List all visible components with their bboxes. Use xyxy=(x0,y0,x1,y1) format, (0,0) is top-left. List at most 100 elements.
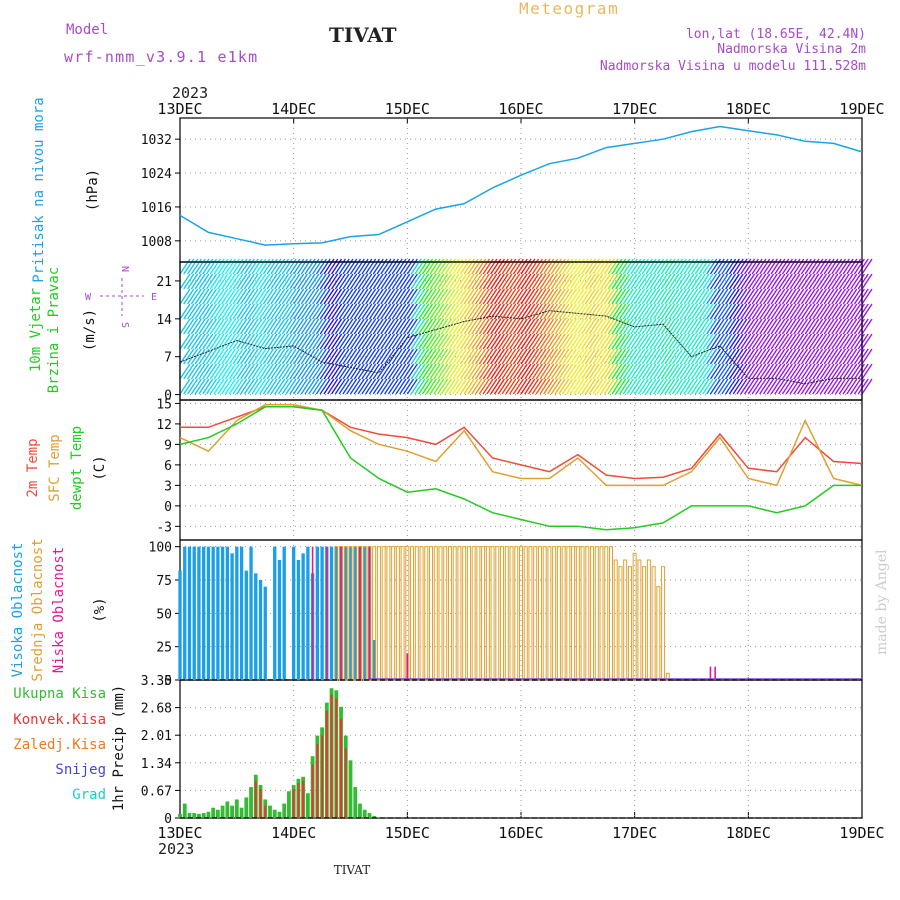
wind-barb xyxy=(565,303,578,320)
wind-barb xyxy=(690,363,703,380)
wind-barb xyxy=(664,378,676,395)
wind-barb xyxy=(713,363,725,380)
wind-barb xyxy=(736,318,748,335)
wind-barb xyxy=(535,318,547,335)
wind-barb xyxy=(781,288,793,305)
wind-barb xyxy=(421,288,434,305)
cloud-high-bar xyxy=(353,546,357,680)
wind-barb xyxy=(683,273,695,290)
wind-barb xyxy=(853,378,865,395)
wind-barb xyxy=(857,303,869,320)
cloud-high-bar xyxy=(296,560,301,680)
wind-barb xyxy=(440,273,452,290)
wind-barb xyxy=(554,318,566,335)
wind-barb xyxy=(190,348,202,365)
wind-barb xyxy=(630,348,642,365)
wind-barb xyxy=(512,318,524,335)
wind-barb xyxy=(649,348,661,365)
wind-barb xyxy=(717,363,729,380)
wind-barb xyxy=(376,333,388,350)
cloud-high-bar xyxy=(292,546,296,680)
wind-barb xyxy=(785,348,797,365)
wind-barb xyxy=(482,318,494,335)
wind-barb xyxy=(440,363,452,380)
wind-barb xyxy=(524,273,536,290)
wind-barb xyxy=(289,303,301,320)
cloud-high-bar xyxy=(263,586,267,680)
wind-barb xyxy=(190,273,202,290)
wind-barb xyxy=(437,318,449,335)
wind-barb xyxy=(304,363,316,380)
wind-barb xyxy=(429,378,441,395)
wind-barb xyxy=(259,318,271,335)
wind-barb xyxy=(440,348,452,365)
wind-barb xyxy=(819,303,831,320)
wind-barb xyxy=(361,273,373,290)
wind-barb xyxy=(440,333,452,350)
wind-barb xyxy=(296,303,308,320)
wind-barb xyxy=(202,288,214,305)
wind-barb xyxy=(391,318,403,335)
bottom-xtick-label: 19DEC xyxy=(839,824,884,842)
wind-barb xyxy=(804,303,816,320)
wind-barb xyxy=(546,318,559,335)
wind-barb xyxy=(505,378,517,395)
wind-barb xyxy=(683,318,695,335)
wind-barb xyxy=(236,348,248,365)
wind-barb xyxy=(187,363,199,380)
wind-barb xyxy=(213,378,225,395)
temp-series-line-3 xyxy=(179,406,862,531)
wind-barb xyxy=(331,273,343,290)
wind-barb xyxy=(505,348,517,365)
wind-barb xyxy=(399,288,411,305)
cloud-mid-bar xyxy=(556,546,561,681)
precip-total-bar xyxy=(215,809,220,818)
wind-barb xyxy=(649,288,661,305)
wind-barb xyxy=(429,288,441,305)
wind-barb xyxy=(709,303,721,320)
wind-barb xyxy=(524,378,536,395)
wind-barb xyxy=(861,273,873,290)
wind-barb xyxy=(323,378,335,395)
wind-barb xyxy=(637,378,649,395)
wind-barb xyxy=(611,288,623,305)
wind-barb xyxy=(675,363,687,380)
wind-barb xyxy=(418,333,430,350)
wind-barb xyxy=(618,288,631,305)
ytick-label: 1.34 xyxy=(141,757,172,772)
wind-barb xyxy=(834,363,847,380)
wind-barb xyxy=(675,288,687,305)
wind-barb xyxy=(429,363,441,380)
wind-barb xyxy=(471,333,483,350)
wind-barb xyxy=(857,258,869,275)
wind-barb xyxy=(740,363,752,380)
precip-conv-bar xyxy=(330,694,333,818)
wind-barb xyxy=(861,258,873,275)
wind-barb xyxy=(524,303,536,320)
wind-barb xyxy=(690,348,703,365)
cloud-high-bar xyxy=(239,546,244,680)
wind-barb xyxy=(384,288,396,305)
precip-conv-bar xyxy=(292,789,295,818)
wind-barb xyxy=(308,333,320,350)
wind-barb xyxy=(509,303,521,320)
ytick-label: -3 xyxy=(156,520,172,535)
precip-total-bar xyxy=(197,813,201,818)
wind-barb xyxy=(588,318,600,335)
cloud-high-bar xyxy=(306,546,310,680)
wind-barb xyxy=(543,378,555,395)
wind-barb xyxy=(516,303,528,320)
wind-barb xyxy=(478,273,490,290)
wind-barb xyxy=(304,378,316,395)
wind-barb xyxy=(634,333,646,350)
wind-barb xyxy=(778,273,790,290)
wind-barb xyxy=(562,378,574,395)
wind-barb xyxy=(626,333,638,350)
wind-barb xyxy=(448,378,460,395)
wind-barb xyxy=(357,318,369,335)
wind-barb xyxy=(516,273,528,290)
wind-barb xyxy=(399,318,411,335)
wind-barb xyxy=(603,348,615,365)
wind-barb xyxy=(361,363,373,380)
wind-barb xyxy=(702,348,714,365)
